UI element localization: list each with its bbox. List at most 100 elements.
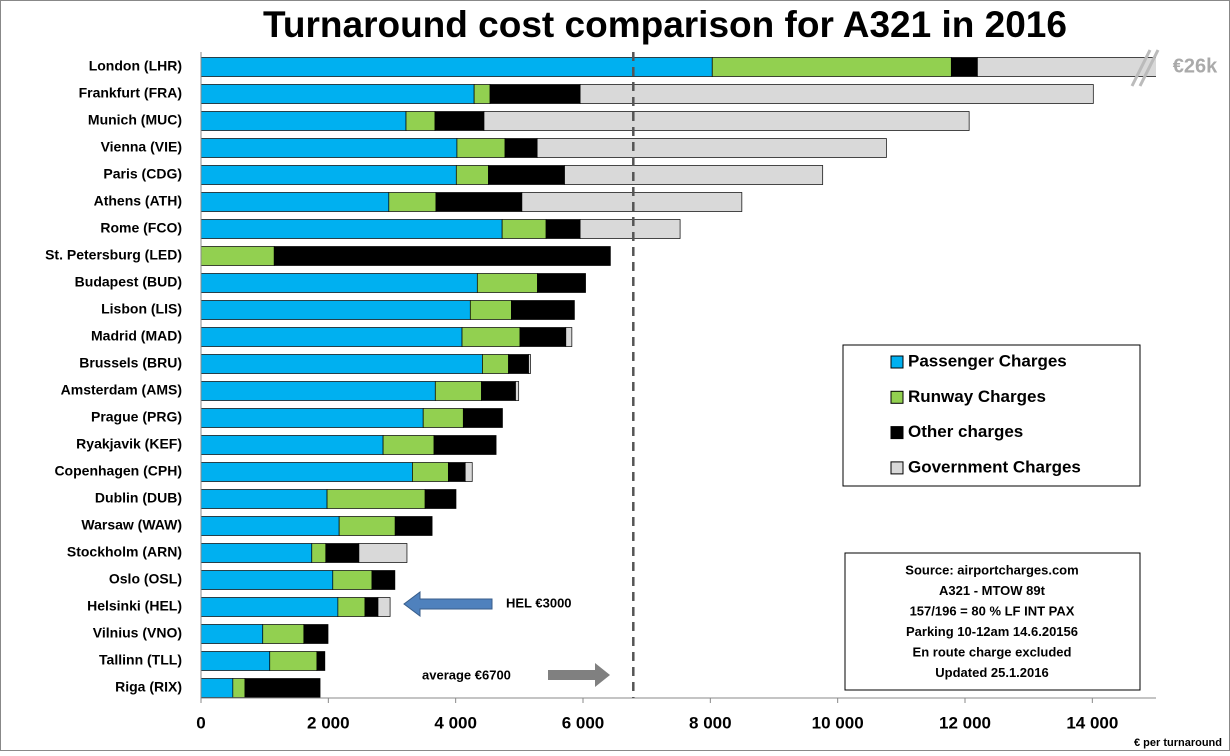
legend-label: Runway Charges [908,387,1046,406]
average-label: average €6700 [422,667,511,682]
bar-segment [325,543,360,563]
bar-segment [371,570,396,590]
y-tick-label: Frankfurt (FRA) [79,85,182,101]
bar-segment [545,219,581,239]
bar-segment [483,111,970,131]
x-tick-label: 8 000 [689,713,732,732]
bar-segment [201,165,457,185]
bar-segment [262,624,305,644]
x-axis-label: € per turnaround [1134,737,1222,749]
y-tick-label: Madrid (MAD) [91,328,182,344]
bar-segment [201,408,424,428]
source-line: Updated 25.1.2016 [935,665,1048,680]
y-tick-label: Oslo (OSL) [109,571,182,587]
legend-swatch [890,355,904,369]
bar-segment [201,624,264,644]
source-box [844,552,1141,691]
bar-segment [201,489,328,509]
source-line: En route charge excluded [913,644,1072,659]
bar-segment [303,624,329,644]
bars [201,57,1156,698]
bar-segment [338,516,396,536]
bar-segment [405,111,436,131]
bar-segment [337,597,366,617]
y-tick-label: St. Petersburg (LED) [45,247,182,263]
y-tick-label: Ryakjavik (KEF) [76,436,182,452]
y-tick-label: Warsaw (WAW) [81,517,182,533]
y-tick-label: Dublin (DUB) [95,490,182,506]
bar-segment [273,246,611,266]
y-tick-label: Tallinn (TLL) [99,652,182,668]
y-tick-label: Athens (ATH) [94,193,182,209]
bar-segment [455,165,489,185]
bar-segment [456,138,506,158]
bar-segment [424,489,457,509]
x-tick-label: 14 000 [1066,713,1118,732]
source-line: Parking 10-12am 14.6.20156 [906,624,1078,639]
bar-segment [201,462,413,482]
bar-segment [434,381,482,401]
x-tick-label: 6 000 [562,713,605,732]
bar-segment [489,84,581,104]
y-tick-label: Amsterdam (AMS) [61,382,182,398]
bar-segment [332,570,373,590]
legend-label: Passenger Charges [908,351,1067,370]
bar-segment [412,462,449,482]
bar-segment [528,354,531,374]
bar-segment [511,300,575,320]
bar-segment [244,678,321,698]
bar-segment [433,435,497,455]
bar-segment [435,192,523,212]
bar-segment [447,462,466,482]
bar-segment [473,84,491,104]
bar-segment [201,84,475,104]
chart-title: Turnaround cost comparison for A321 in 2… [263,4,1067,45]
bar-segment [711,57,952,77]
helsinki-label: HEL €3000 [506,595,572,610]
legend-label: Other charges [908,422,1023,441]
bar-segment [201,111,407,131]
legend-swatch [890,426,904,440]
x-tick-label: 12 000 [939,713,991,732]
bar-segment [501,219,547,239]
source-line: Source: airportcharges.com [905,562,1078,577]
bar-segment [201,300,471,320]
bar-segment [508,354,529,374]
bar-segment [464,462,473,482]
bar-segment [201,435,384,455]
bar-segment [462,408,503,428]
y-tick-label: London (LHR) [89,58,182,74]
average-arrow [548,663,610,687]
bar-segment [481,381,516,401]
bar-segment [201,138,458,158]
legend-label: Government Charges [908,457,1081,476]
bar-segment [565,327,573,347]
y-tick-label: Lisbon (LIS) [101,301,182,317]
bar-segment [201,57,713,77]
y-tick-label: Brussels (BRU) [79,355,182,371]
break-label: €26k [1173,55,1218,77]
bar-segment [476,273,538,293]
break-mark [1130,49,1152,87]
y-tick-label: Stockholm (ARN) [67,544,182,560]
bar-segment [394,516,433,536]
bar-segment [482,354,509,374]
y-tick-label: Copenhagen (CPH) [54,463,182,479]
x-tick-label: 2 000 [307,713,350,732]
y-tick-label: Helsinki (HEL) [87,598,182,614]
y-tick-label: Vilnius (VNO) [93,625,182,641]
legend-swatch [890,390,904,404]
bar-segment [977,57,1156,77]
source-line: A321 - MTOW 89t [939,583,1046,598]
bar-segment [377,597,391,617]
bar-segment [201,516,340,536]
bar-segment [519,327,567,347]
y-tick-label: Munich (MUC) [88,112,182,128]
y-tick-label: Paris (CDG) [103,166,182,182]
y-tick-label: Budapest (BUD) [75,274,182,290]
x-tick-label: 4 000 [434,713,477,732]
bar-segment [201,219,503,239]
bar-segment [950,57,978,77]
bar-segment [537,273,586,293]
